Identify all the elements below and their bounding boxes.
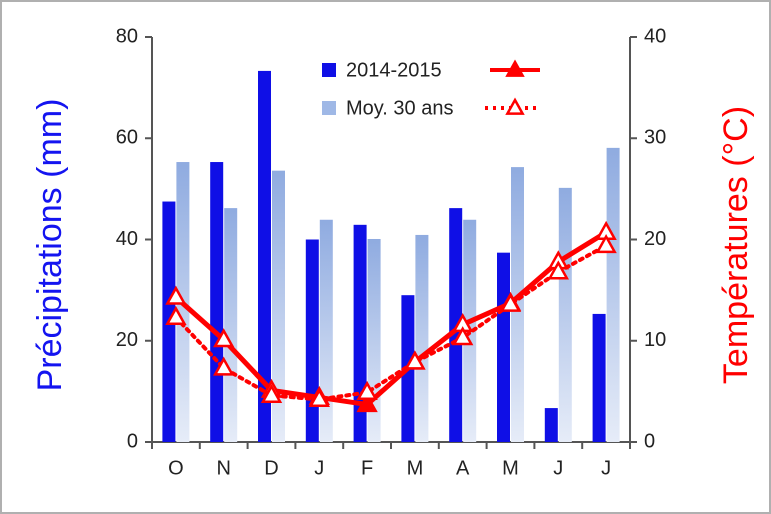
line-marker <box>213 356 235 376</box>
bar <box>415 234 429 442</box>
bar <box>449 208 463 442</box>
bar <box>497 252 510 442</box>
line-series <box>173 243 609 402</box>
x-tick-label: D <box>264 457 278 479</box>
line-marker <box>499 292 522 312</box>
line-marker <box>308 387 330 408</box>
y-axis-title: Précipitations (mm) <box>31 99 69 392</box>
line-marker <box>547 260 569 280</box>
x-tick-label: F <box>361 457 373 479</box>
x-tick-label: N <box>216 457 230 479</box>
x-tick-label: M <box>502 457 519 479</box>
legend-swatch <box>322 63 336 77</box>
bar <box>210 162 224 442</box>
y-tick-label: 40 <box>116 228 138 250</box>
bar <box>606 147 620 442</box>
bar <box>544 408 558 442</box>
line-marker <box>404 350 426 370</box>
y-tick-label: 20 <box>116 329 138 351</box>
line-marker <box>165 305 187 326</box>
y-tick-label: 0 <box>127 430 138 452</box>
bar <box>305 239 319 442</box>
x-tick-label: J <box>601 457 611 479</box>
y-tick-label: 80 <box>116 25 138 47</box>
y2-tick-label: 40 <box>644 25 666 47</box>
line-marker <box>356 380 378 400</box>
line-series <box>173 229 609 408</box>
line-marker <box>260 383 283 403</box>
x-tick-label: J <box>314 457 324 479</box>
bar <box>258 70 271 442</box>
legend-swatch <box>322 101 336 115</box>
y2-tick-label: 0 <box>644 430 655 452</box>
bar <box>319 219 333 442</box>
legend-marker <box>505 97 525 115</box>
line-marker <box>165 285 187 305</box>
x-tick-label: O <box>168 457 184 479</box>
y2-tick-label: 10 <box>644 329 666 351</box>
y-tick-label: 60 <box>116 127 138 149</box>
line-marker <box>356 392 378 413</box>
legend-label: 2014-2015 <box>346 59 442 81</box>
legend-label: Moy. 30 ans <box>346 97 453 119</box>
y2-tick-label: 30 <box>644 127 666 149</box>
y2-tick-label: 20 <box>644 228 666 250</box>
line-marker <box>213 328 235 348</box>
line-marker <box>452 326 474 346</box>
bar <box>592 313 606 442</box>
x-tick-label: M <box>407 457 424 479</box>
bar <box>272 170 285 442</box>
bar <box>558 187 572 442</box>
x-tick-label: A <box>456 457 470 479</box>
legend-marker <box>505 59 525 77</box>
line-marker <box>595 234 617 254</box>
x-tick-label: J <box>553 457 563 479</box>
y2-axis-title: Températures (°C) <box>717 106 755 384</box>
bar <box>224 208 238 442</box>
